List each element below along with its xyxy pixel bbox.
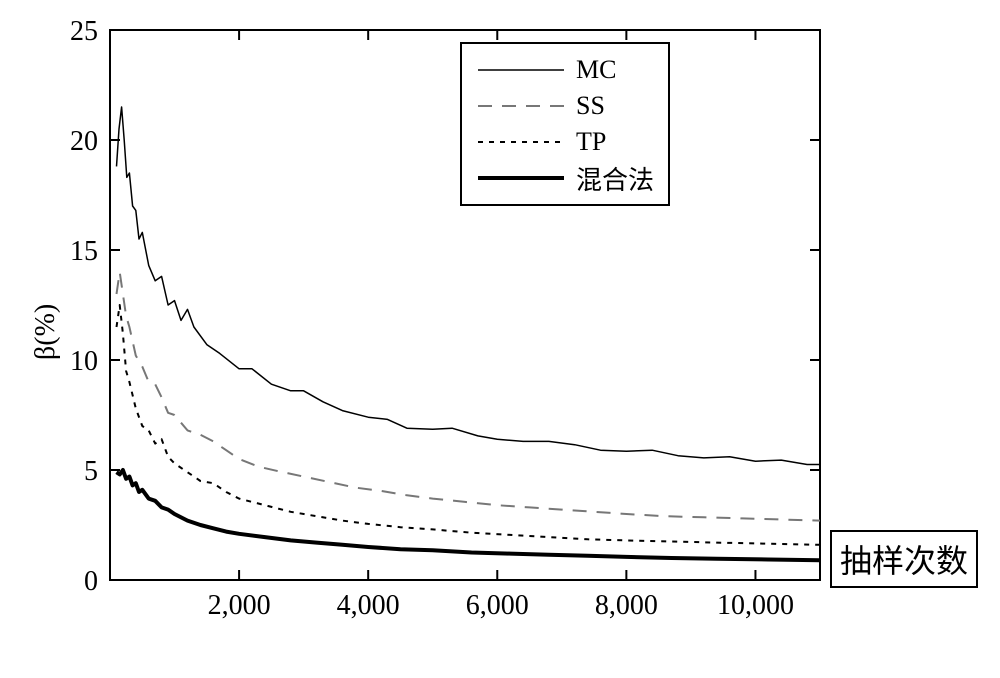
svg-text:4,000: 4,000: [337, 590, 400, 621]
legend-label-TP: TP: [576, 127, 606, 157]
svg-text:8,000: 8,000: [595, 590, 658, 621]
legend-sample-TP: [476, 128, 566, 156]
legend-label-SS: SS: [576, 91, 605, 121]
legend-sample-MIX: [476, 164, 566, 192]
svg-text:25: 25: [70, 16, 98, 47]
svg-text:0: 0: [84, 566, 98, 597]
legend-row-SS: SS: [476, 88, 654, 124]
legend-row-MC: MC: [476, 52, 654, 88]
x-axis-label-box: 抽样次数: [830, 530, 978, 588]
svg-text:6,000: 6,000: [466, 590, 529, 621]
x-axis-label: 抽样次数: [840, 543, 968, 579]
y-axis-label: β(%): [30, 304, 62, 360]
legend-sample-MC: [476, 56, 566, 84]
legend-row-TP: TP: [476, 124, 654, 160]
svg-text:10: 10: [70, 346, 98, 377]
legend-row-MIX: 混合法: [476, 160, 654, 196]
svg-text:5: 5: [84, 456, 98, 487]
legend: MC SS TP混合法: [460, 42, 670, 206]
legend-label-MC: MC: [576, 55, 616, 85]
legend-sample-SS: [476, 92, 566, 120]
svg-text:2,000: 2,000: [208, 590, 271, 621]
svg-text:15: 15: [70, 236, 98, 267]
svg-text:10,000: 10,000: [717, 590, 794, 621]
chart-container: 0 5 10 15 20 25 2,000 4,000 6,000 8,000 10,000 β(%…: [0, 0, 1000, 678]
svg-text:20: 20: [70, 126, 98, 157]
legend-label-MIX: 混合法: [576, 160, 654, 197]
